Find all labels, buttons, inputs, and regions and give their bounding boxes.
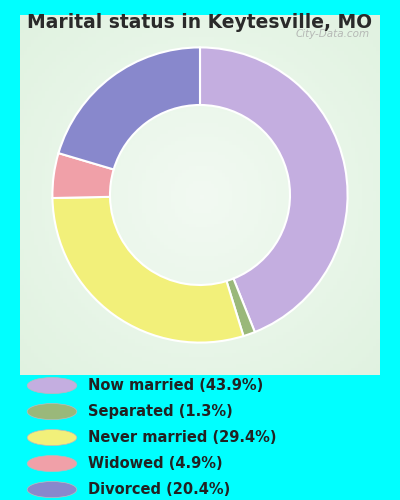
Wedge shape: [200, 48, 348, 332]
Text: Widowed (4.9%): Widowed (4.9%): [88, 456, 223, 471]
Text: City-Data.com: City-Data.com: [295, 30, 369, 40]
Circle shape: [27, 404, 77, 419]
Circle shape: [27, 430, 77, 446]
Text: Now married (43.9%): Now married (43.9%): [88, 378, 263, 393]
Wedge shape: [58, 48, 200, 170]
Text: Never married (29.4%): Never married (29.4%): [88, 430, 276, 445]
Circle shape: [27, 378, 77, 394]
Circle shape: [27, 482, 77, 498]
Text: Divorced (20.4%): Divorced (20.4%): [88, 482, 230, 497]
Text: Separated (1.3%): Separated (1.3%): [88, 404, 233, 419]
Wedge shape: [226, 278, 255, 336]
Circle shape: [27, 456, 77, 471]
Wedge shape: [52, 153, 114, 198]
Wedge shape: [52, 197, 244, 342]
Text: Marital status in Keytesville, MO: Marital status in Keytesville, MO: [28, 12, 372, 32]
